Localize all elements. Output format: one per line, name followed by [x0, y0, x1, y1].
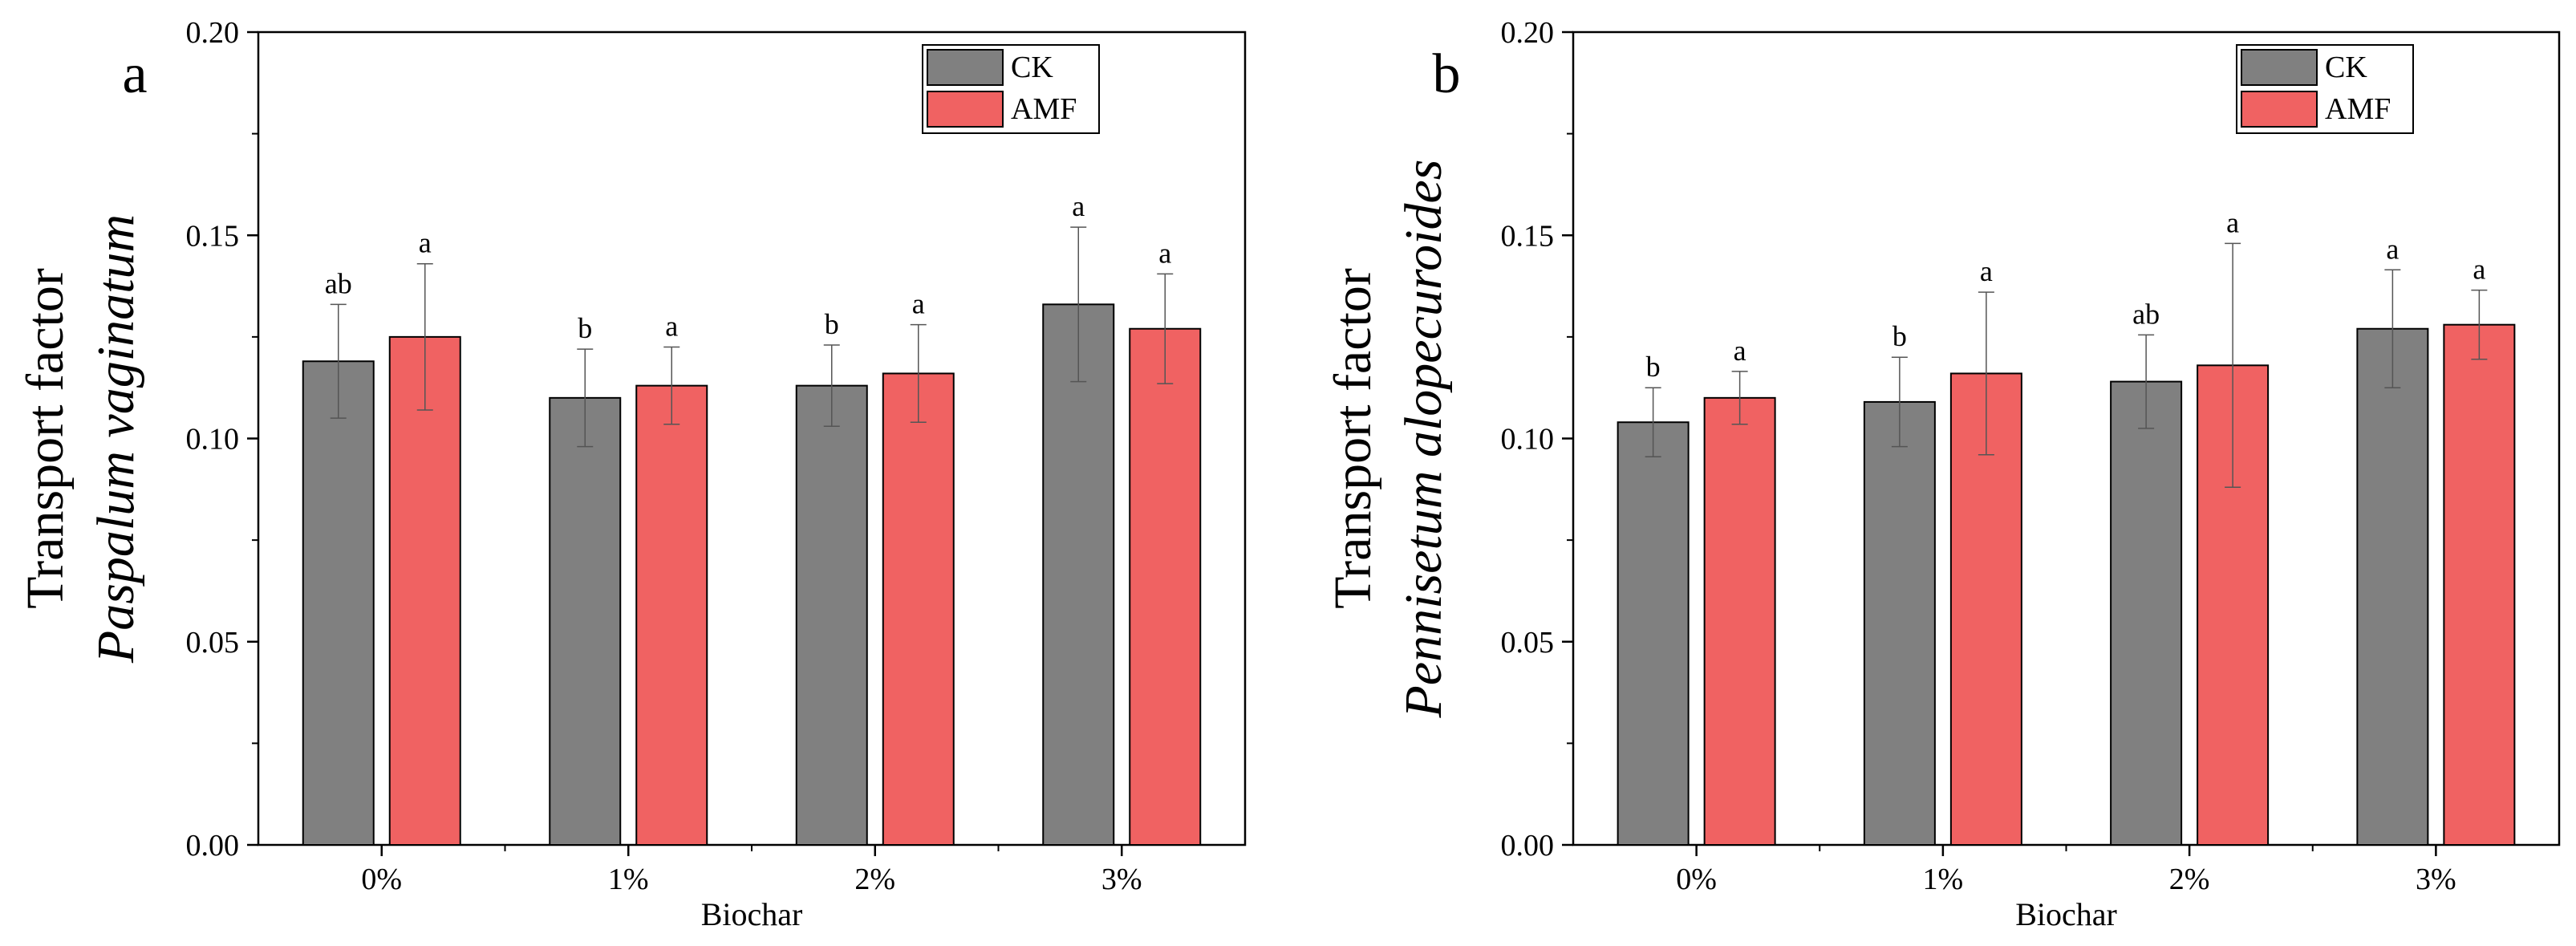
- bar-ck: [1863, 400, 1936, 847]
- bar-ck: [302, 360, 375, 846]
- legend-swatch-amf: [2241, 91, 2318, 128]
- significance-letter: b: [825, 308, 839, 340]
- y-tick-label: 0.15: [1501, 219, 1555, 253]
- bar-amf: [388, 335, 461, 846]
- y-tick-label: 0.20: [186, 16, 240, 50]
- legend-label: AMF: [1011, 92, 1077, 126]
- significance-letter: ab: [2132, 298, 2160, 330]
- legend-swatch-ck: [2241, 49, 2318, 86]
- bar-ck: [795, 384, 868, 846]
- legend-swatch-ck: [927, 49, 1004, 86]
- bar-amf: [1703, 396, 1776, 847]
- significance-letter: a: [912, 288, 925, 320]
- legend-label: CK: [2325, 51, 2367, 84]
- significance-letter: a: [2226, 206, 2239, 238]
- significance-letter: a: [2473, 254, 2485, 286]
- bar-ck: [1042, 303, 1115, 847]
- y-tick-label: 0.10: [186, 423, 240, 457]
- chart-panel-a: 0.00 0.05 0.10 0.15 0.20 0% ab a 1% b a 2% b a 3% a a Bio…: [16, 16, 1247, 932]
- x-tick-label: 1%: [1923, 863, 1964, 896]
- y-tick-label: 0.15: [186, 219, 240, 253]
- x-tick-label: 1%: [608, 863, 649, 896]
- y-tick-label: 0.10: [1501, 423, 1555, 457]
- significance-letter: a: [1734, 335, 1746, 367]
- bar-amf: [882, 372, 955, 846]
- legend: CK AMF: [922, 44, 1100, 134]
- significance-letter: b: [578, 312, 592, 344]
- x-tick-label: 3%: [2416, 863, 2456, 896]
- bar-amf: [635, 384, 708, 846]
- significance-letter: a: [1072, 190, 1085, 222]
- panel-label: b: [1433, 43, 1461, 105]
- x-tick-label: 0%: [361, 863, 402, 896]
- x-axis-label: Biochar: [701, 896, 803, 932]
- y-axis-label: Transport factor: [16, 268, 75, 609]
- legend-label: AMF: [2325, 92, 2391, 126]
- significance-letter: a: [1158, 237, 1171, 269]
- bar-amf: [2443, 323, 2516, 846]
- significance-letter: a: [665, 311, 678, 343]
- significance-letter: b: [1892, 320, 1907, 352]
- significance-letter: ab: [325, 267, 352, 299]
- bar-ck: [549, 396, 622, 847]
- bar-ck: [2356, 327, 2429, 846]
- y-axis-label: Transport factor: [1324, 268, 1382, 609]
- x-axis-label: Biochar: [2015, 896, 2117, 932]
- x-tick-label: 2%: [854, 863, 895, 896]
- x-tick-label: 3%: [1101, 863, 1142, 896]
- bar-amf: [1129, 327, 1202, 846]
- legend-swatch-amf: [927, 91, 1004, 128]
- significance-letter: b: [1646, 351, 1661, 383]
- significance-letter: a: [419, 227, 432, 259]
- significance-letter: a: [1980, 255, 1993, 287]
- legend-label: CK: [1011, 51, 1053, 84]
- y-tick-label: 0.20: [1501, 16, 1555, 50]
- bar-ck: [1617, 421, 1690, 846]
- bar-ck: [2110, 380, 2183, 846]
- panel-label: a: [122, 43, 147, 105]
- legend: CK AMF: [2236, 44, 2414, 134]
- x-tick-label: 0%: [1676, 863, 1717, 896]
- y-tick-label: 0.00: [1501, 829, 1555, 863]
- chart-panel-b: 0.00 0.05 0.10 0.15 0.20 0% b a 1% b a 2% ab a 3% a a Bio…: [1324, 16, 2561, 932]
- y-axis-species-label: Paspalum vaginatum: [87, 214, 145, 664]
- y-tick-label: 0.00: [186, 829, 240, 863]
- y-tick-label: 0.05: [1501, 626, 1555, 660]
- x-tick-label: 2%: [2169, 863, 2210, 896]
- significance-letter: a: [2386, 233, 2399, 265]
- y-tick-label: 0.05: [186, 626, 240, 660]
- y-axis-species-label: Pennisetum alopecuroides: [1394, 160, 1453, 719]
